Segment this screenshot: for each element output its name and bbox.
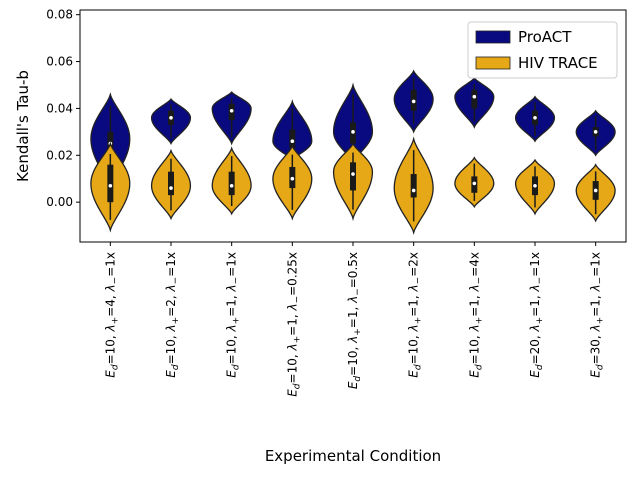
violin-median — [351, 172, 355, 176]
x-tick-label: Ed=30, λ+=1, λ−=1x — [589, 252, 606, 378]
violin-median — [229, 108, 234, 113]
violin-iqr-box — [168, 171, 174, 196]
x-tick-label: Ed=10, λ+=1, λ−=2x — [407, 252, 424, 378]
legend-label: ProACT — [518, 28, 572, 46]
violin-iqr-box — [107, 164, 114, 203]
y-axis: 0.00 0.02 0.04 0.06 0.08 — [46, 8, 80, 209]
x-tick-label: Ed=10, λ+=2, λ−=1x — [164, 252, 181, 378]
y-tick-label: 0.06 — [46, 55, 73, 69]
violin-iqr-box — [471, 89, 478, 109]
violin-median — [169, 115, 173, 120]
x-tick-label: Ed=10, λ+=1, λ−=1x — [225, 252, 242, 378]
y-tick-label: 0.08 — [46, 8, 73, 22]
violin-median — [290, 139, 295, 144]
y-tick-label: 0.00 — [46, 195, 73, 209]
legend-swatch — [475, 56, 511, 70]
violin-median — [533, 115, 537, 120]
violin-median — [593, 188, 598, 193]
legend-label: HIV TRACE — [518, 54, 598, 72]
plot-marks — [90, 69, 616, 235]
y-tick-label: 0.02 — [46, 148, 73, 162]
violin-median — [169, 186, 173, 190]
violin-median — [229, 183, 234, 188]
x-tick-label: Ed=10, λ+=1, λ−=0.5x — [346, 252, 363, 389]
violin-iqr-box — [410, 174, 417, 198]
x-tick-label: Ed=20, λ+=1, λ−=1x — [528, 252, 545, 378]
violin-median — [472, 94, 477, 99]
violin-median — [593, 130, 598, 134]
legend: ProACT HIV TRACE — [467, 21, 618, 79]
legend-swatch — [475, 30, 511, 44]
x-axis-label: Experimental Condition — [265, 447, 441, 465]
y-tick-label: 0.04 — [46, 101, 73, 115]
x-tick-label: Ed=10, λ+=4, λ−=1x — [103, 252, 120, 378]
violin-median — [108, 183, 113, 188]
violin-median — [290, 176, 295, 181]
violin-median — [411, 188, 416, 193]
x-axis: Ed=10, λ+=4, λ−=1x Ed=10, λ+=2, λ−=1x Ed=1… — [103, 242, 606, 397]
x-tick-label: Ed=10, λ+=1, λ−=4x — [467, 252, 484, 378]
violin-iqr-box — [350, 162, 356, 191]
violin-median — [533, 183, 537, 188]
y-axis-label: Kendall's Tau-b — [14, 70, 32, 182]
violin-median — [411, 99, 416, 104]
violin-iqr-box — [289, 129, 296, 149]
series-1 — [90, 136, 616, 235]
violin-iqr-box — [228, 171, 235, 196]
violin-median — [472, 181, 477, 186]
x-tick-label: Ed=10, λ+=1, λ−=0.25x — [285, 252, 302, 397]
violin-median — [351, 130, 355, 134]
